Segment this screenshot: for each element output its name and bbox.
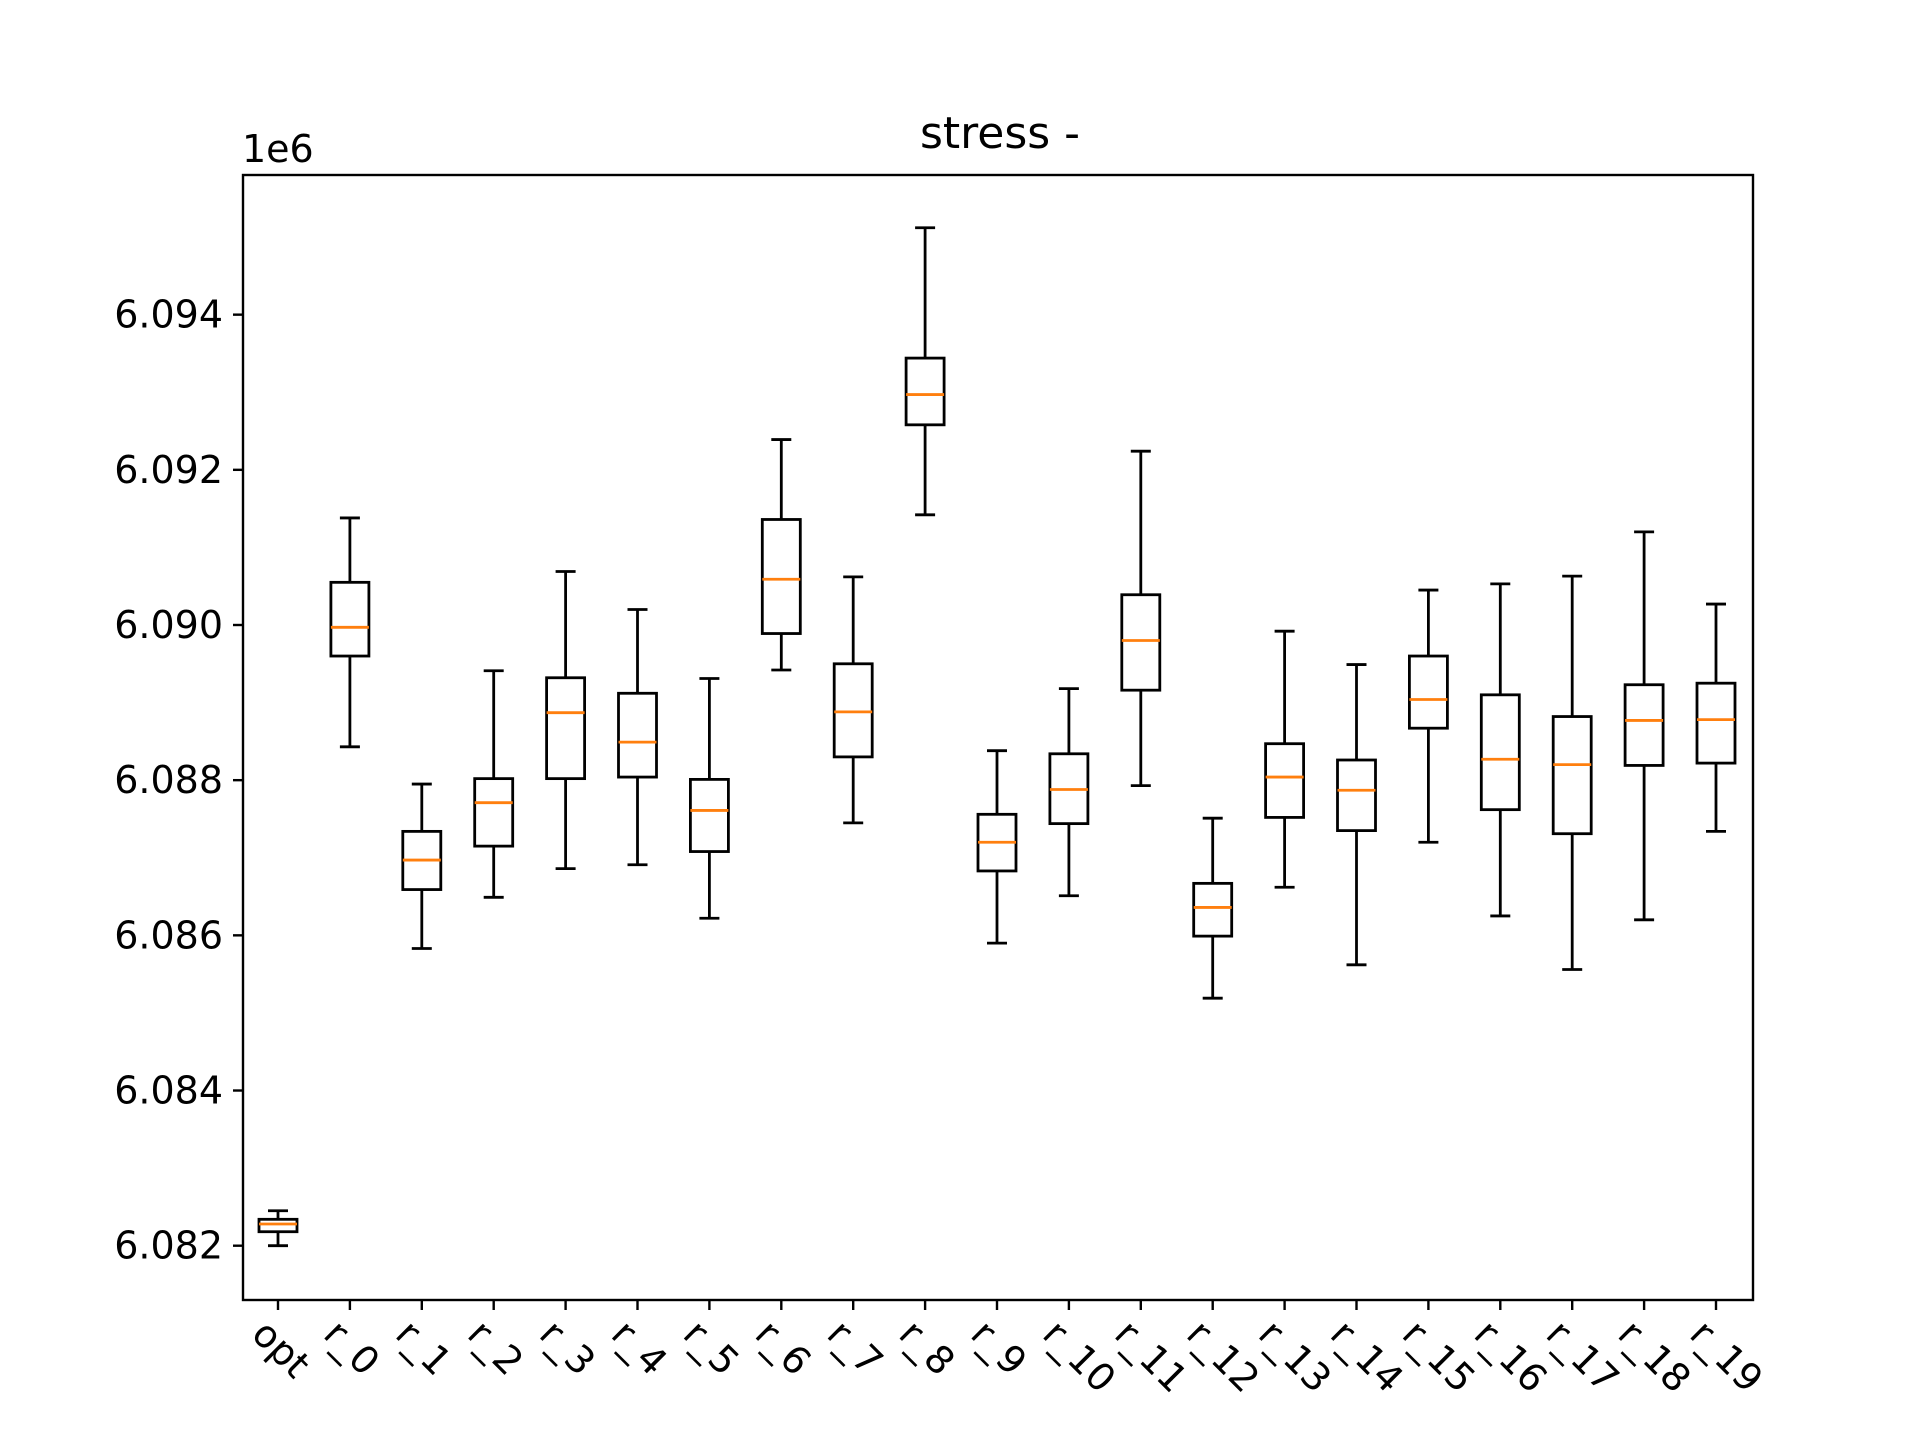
x-tick-label: r_16 [1466, 1311, 1556, 1401]
y-axis-offset-label: 1e6 [242, 127, 314, 171]
box-iqr [1192, 881, 1234, 938]
box-iqr [473, 777, 515, 848]
box-iqr [1120, 593, 1162, 692]
x-tick-label: opt [244, 1311, 319, 1386]
box-iqr [1408, 654, 1449, 730]
x-tick-label: r_0 [316, 1311, 389, 1384]
box-iqr [904, 356, 946, 427]
box-iqr [1264, 742, 1305, 819]
x-tick-label: r_8 [891, 1311, 964, 1384]
y-tick-label: 6.090 [114, 603, 223, 647]
x-tick-label: r_11 [1106, 1311, 1196, 1401]
x-tick-label: r_18 [1610, 1311, 1700, 1401]
x-tick-label: r_10 [1035, 1311, 1125, 1401]
box-iqr [617, 691, 658, 779]
box-iqr [1336, 758, 1377, 833]
y-tick-label: 6.088 [114, 758, 223, 802]
x-tick-label: r_14 [1322, 1311, 1412, 1401]
x-tick-label: r_19 [1682, 1311, 1772, 1401]
x-tick-label: r_6 [747, 1311, 820, 1384]
box-iqr [760, 518, 802, 635]
box-iqr [257, 1217, 299, 1234]
x-tick-label: r_4 [603, 1311, 676, 1384]
box-iqr [329, 580, 371, 658]
y-tick-label: 6.092 [114, 448, 223, 492]
box-iqr [1623, 683, 1665, 767]
x-tick-label: r_12 [1178, 1311, 1268, 1401]
box-iqr [1695, 681, 1737, 765]
x-tick-label: r_17 [1538, 1311, 1628, 1401]
box-iqr [1551, 715, 1593, 836]
x-tick-label: r_13 [1250, 1311, 1340, 1401]
x-tick-label: r_5 [675, 1311, 748, 1384]
x-tick-label: r_3 [531, 1311, 604, 1384]
x-tick-label: r_15 [1394, 1311, 1484, 1401]
x-tick-label: r_2 [459, 1311, 532, 1384]
y-tick-label: 6.084 [114, 1069, 223, 1113]
plot-area: 6.0826.0846.0866.0886.0906.0926.094optr_… [114, 173, 1772, 1401]
y-tick-label: 6.094 [114, 293, 223, 337]
box-iqr [545, 676, 586, 781]
chart-title: stress - [920, 108, 1080, 159]
x-tick-label: r_7 [819, 1311, 892, 1384]
box-iqr [689, 777, 730, 853]
plot-frame [241, 173, 1755, 1302]
box-iqr [1479, 693, 1521, 812]
box-iqr [832, 662, 874, 759]
y-tick-label: 6.086 [114, 913, 223, 957]
x-tick-label: r_1 [387, 1311, 460, 1384]
x-tick-label: r_9 [963, 1311, 1036, 1384]
y-tick-label: 6.082 [114, 1224, 223, 1268]
